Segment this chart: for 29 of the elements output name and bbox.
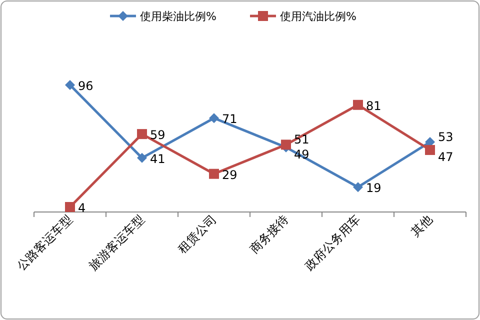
x-tick-label: 政府公务用车 <box>302 212 364 274</box>
legend-label: 使用汽油比例% <box>280 10 356 23</box>
point <box>425 144 435 155</box>
x-tick-label: 商务接待 <box>247 212 292 256</box>
data-label: 96 <box>78 79 94 93</box>
point <box>281 140 291 150</box>
point <box>137 129 147 140</box>
point <box>65 202 75 212</box>
x-tick-label: 其他 <box>408 212 436 240</box>
data-label: 41 <box>150 152 166 166</box>
data-label: 4 <box>78 201 86 215</box>
legend-label: 使用柴油比例% <box>140 10 216 23</box>
point <box>137 152 147 163</box>
data-label: 53 <box>438 130 454 144</box>
x-tick-label: 租赁公司 <box>175 212 220 256</box>
data-label: 47 <box>438 150 454 164</box>
data-label: 19 <box>366 181 382 196</box>
point <box>209 168 219 179</box>
data-label: 29 <box>222 168 238 182</box>
x-tick-label: 旅游客运车型 <box>86 212 148 274</box>
data-label: 71 <box>222 112 238 126</box>
point <box>65 80 75 90</box>
data-label: 59 <box>150 128 166 142</box>
point <box>353 182 363 192</box>
x-tick-label: 公路客运车型 <box>14 212 76 274</box>
data-label: 81 <box>366 98 382 113</box>
point <box>209 113 219 124</box>
data-label: 51 <box>294 132 310 147</box>
point <box>353 100 363 110</box>
